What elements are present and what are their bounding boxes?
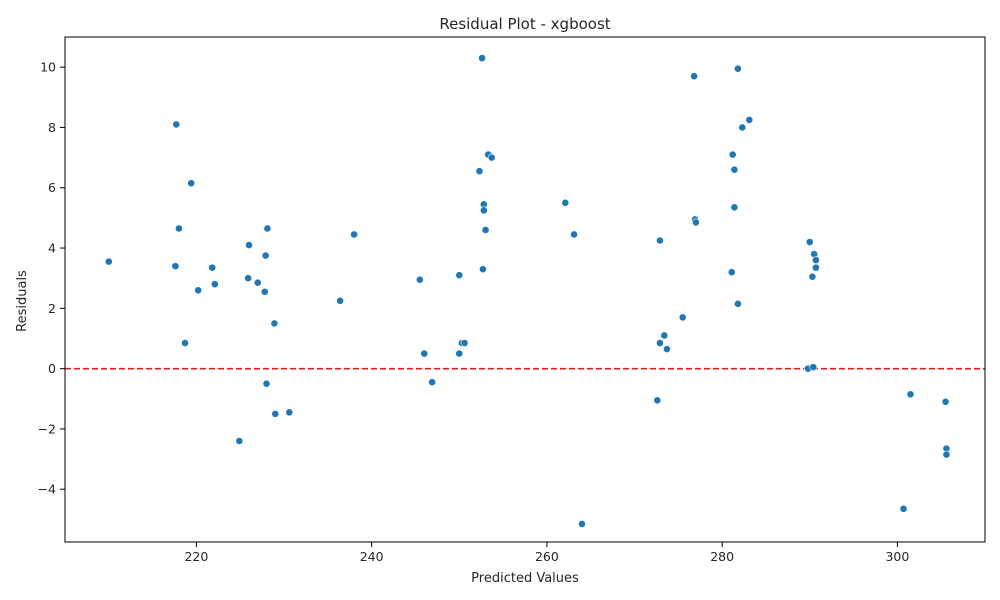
data-points — [104, 54, 951, 528]
data-point — [270, 319, 279, 328]
data-point — [455, 349, 464, 358]
data-point — [811, 256, 820, 265]
data-point — [172, 120, 181, 129]
y-tick-label: 8 — [48, 120, 56, 135]
data-point — [415, 275, 424, 284]
data-point — [336, 296, 345, 305]
data-point — [253, 278, 262, 287]
data-point — [738, 123, 747, 132]
data-point — [730, 165, 739, 174]
y-tick-label: 0 — [48, 361, 56, 376]
x-tick-label: 220 — [184, 549, 208, 564]
data-point — [805, 238, 814, 246]
data-point — [479, 206, 488, 215]
plot-frame — [64, 36, 986, 543]
data-point — [171, 262, 180, 271]
data-point — [475, 167, 484, 176]
data-point — [691, 218, 700, 227]
data-point — [428, 378, 437, 387]
data-point — [478, 54, 486, 63]
data-point — [262, 379, 271, 388]
chart-title: Residual Plot - xgboost — [439, 15, 610, 33]
data-point — [104, 257, 113, 266]
data-point — [941, 397, 950, 406]
data-point — [570, 230, 578, 239]
data-point — [663, 345, 671, 353]
data-point — [481, 226, 490, 234]
data-point — [734, 299, 742, 308]
data-point — [261, 251, 270, 260]
data-point — [660, 331, 669, 340]
data-point — [175, 224, 183, 233]
y-axis: −4 −2 0 2 4 6 8 10 — [38, 60, 65, 497]
data-point — [487, 153, 496, 162]
x-tick-label: 260 — [535, 549, 559, 564]
data-point — [210, 280, 219, 289]
data-point — [455, 271, 464, 280]
x-tick-label: 300 — [885, 549, 909, 564]
data-point — [208, 263, 217, 272]
y-tick-label: −2 — [38, 421, 56, 436]
data-point — [460, 339, 469, 347]
data-point — [187, 179, 196, 188]
data-point — [734, 64, 742, 73]
data-point — [235, 437, 244, 445]
x-axis: 220 240 260 280 300 — [184, 542, 909, 564]
data-point — [271, 409, 280, 418]
y-tick-label: −4 — [38, 482, 56, 497]
data-point — [727, 268, 736, 277]
data-point — [244, 274, 253, 283]
data-point — [561, 198, 570, 207]
data-point — [350, 230, 359, 239]
data-point — [653, 396, 662, 405]
data-point — [808, 272, 817, 281]
data-point — [906, 390, 915, 399]
data-point — [730, 203, 739, 212]
data-point — [245, 241, 253, 249]
x-tick-label: 240 — [360, 549, 384, 564]
data-point — [690, 72, 699, 81]
data-point — [745, 116, 754, 124]
y-tick-label: 6 — [48, 180, 56, 195]
data-point — [809, 363, 818, 372]
data-point — [420, 349, 429, 358]
data-point — [285, 408, 294, 417]
data-point — [678, 313, 687, 322]
x-tick-label: 280 — [710, 549, 734, 564]
data-point — [194, 286, 203, 295]
data-point — [263, 224, 272, 233]
data-point — [811, 263, 820, 272]
data-point — [728, 150, 737, 159]
y-tick-label: 10 — [40, 60, 56, 75]
data-point — [899, 504, 908, 513]
data-point — [260, 287, 269, 296]
data-point — [942, 450, 951, 459]
y-axis-label: Residuals — [15, 270, 30, 332]
y-tick-label: 4 — [48, 241, 56, 256]
data-point — [656, 339, 664, 347]
data-point — [479, 265, 487, 274]
y-tick-label: 2 — [48, 301, 56, 316]
data-point — [181, 339, 189, 347]
x-axis-label: Predicted Values — [471, 571, 579, 586]
data-point — [578, 520, 586, 528]
data-point — [656, 236, 664, 245]
